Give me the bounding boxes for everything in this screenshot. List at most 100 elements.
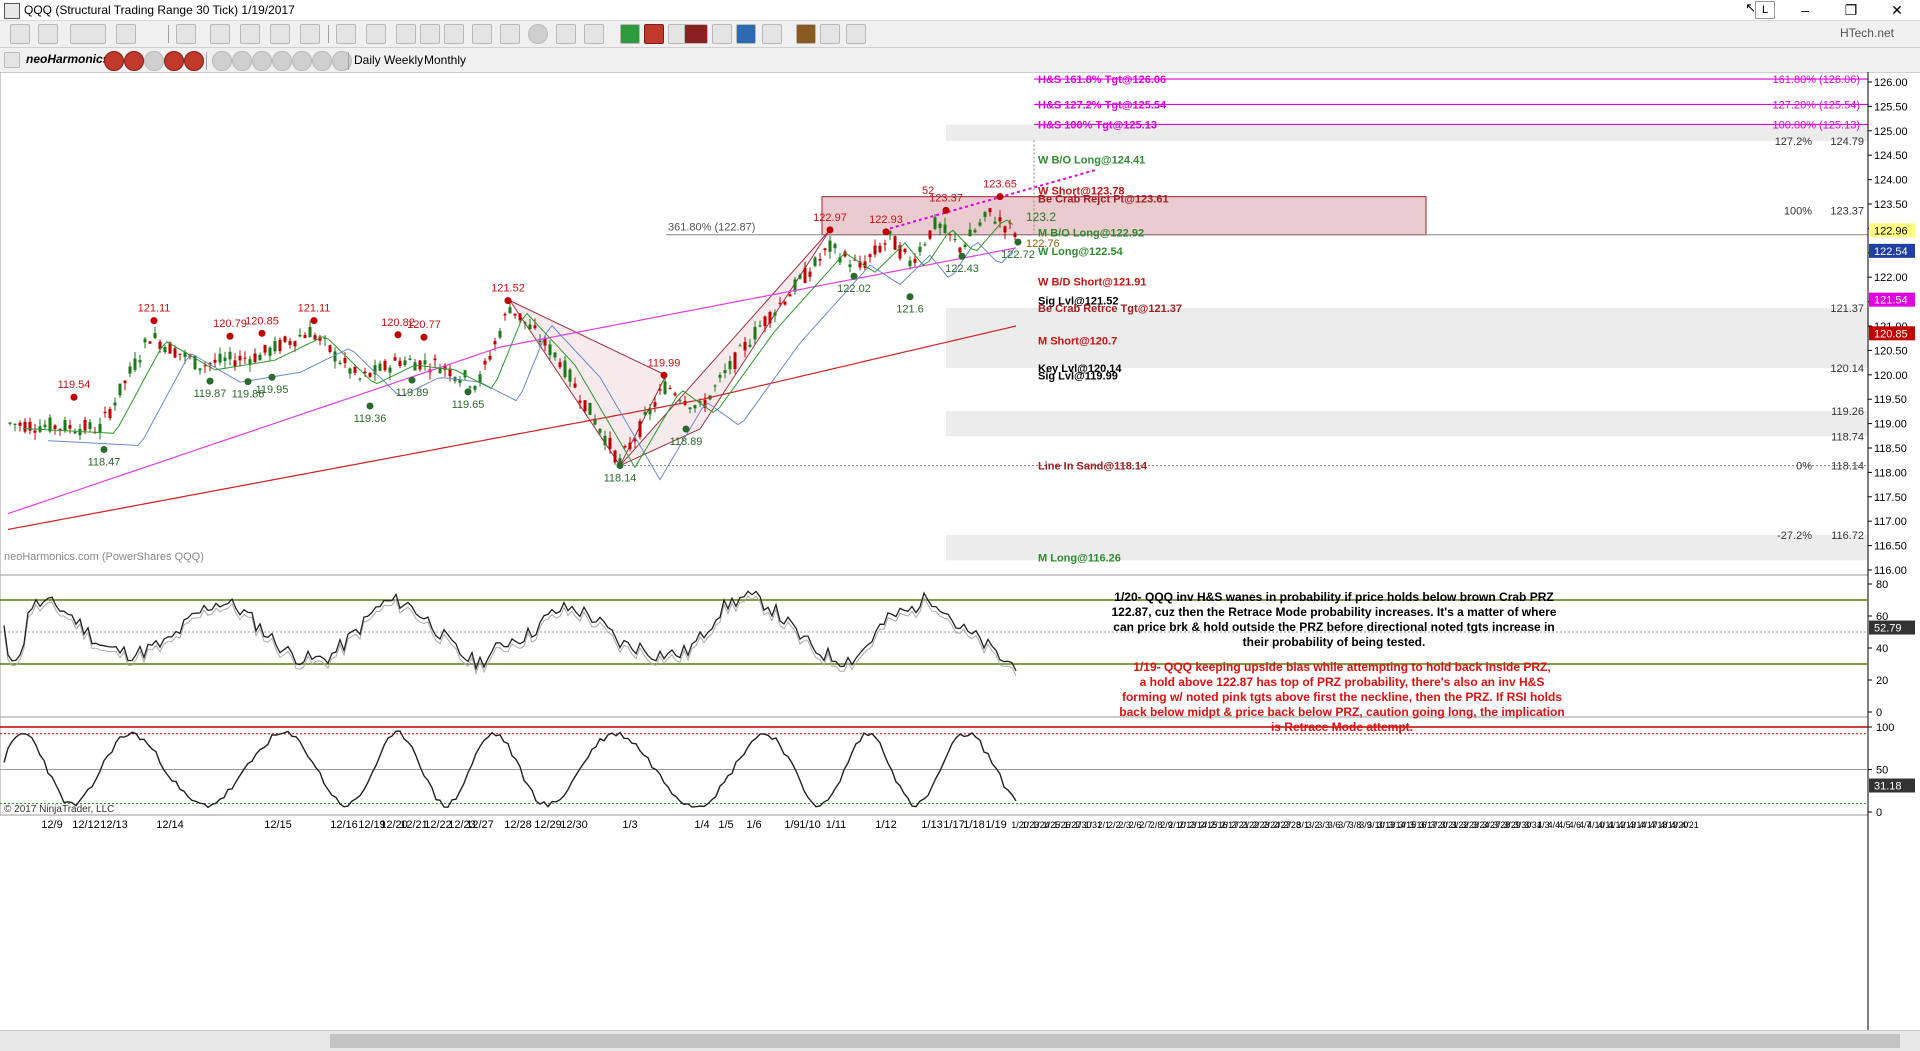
future-date-label: 3/28 (1493, 820, 1511, 830)
strategy-icon[interactable] (736, 24, 756, 44)
candle-body (418, 360, 422, 370)
period-monthly[interactable]: Monthly (424, 53, 467, 67)
pivot-low-label: 119.86 (232, 389, 265, 401)
data-series-button[interactable] (70, 24, 106, 44)
rsi-tick-label: 0 (1876, 707, 1882, 719)
pivot-low-label: 122.02 (837, 283, 871, 295)
future-date-label: 3/2 (1307, 820, 1320, 830)
target-122-76: 122.76 (1026, 238, 1060, 250)
candle-body (978, 222, 982, 226)
ray-icon[interactable] (366, 24, 386, 44)
h-indicator-icon[interactable] (104, 51, 124, 71)
candle-body (423, 360, 427, 365)
account-indicator[interactable]: L (1755, 1, 1775, 19)
future-date-label: 2/8 (1150, 820, 1163, 830)
e2-indicator-icon[interactable] (292, 51, 312, 71)
candle-body (618, 458, 622, 463)
pointer-icon[interactable] (176, 24, 196, 44)
template-icon[interactable] (116, 24, 136, 44)
arrow-up-icon[interactable] (620, 24, 640, 44)
candle-body (338, 362, 342, 364)
back-arrow-icon[interactable]: ↖ (1745, 0, 1756, 15)
print-icon[interactable] (10, 24, 30, 44)
candle-body (678, 400, 682, 402)
arrow-down-icon[interactable] (644, 24, 664, 44)
ellipse-icon[interactable] (528, 24, 548, 44)
price-badge-label: 120.85 (1874, 328, 1908, 340)
future-date-label: 2/1 (1097, 820, 1110, 830)
sma-50-line (47, 241, 1015, 481)
candle-body (388, 367, 392, 373)
scroll-icon[interactable] (240, 24, 260, 44)
properties-icon[interactable] (762, 24, 782, 44)
draw-line-icon[interactable] (336, 24, 356, 44)
stoch-badge-label: 31.18 (1874, 780, 1902, 792)
c-indicator-icon[interactable] (252, 51, 272, 71)
price-badge-label: 122.54 (1874, 246, 1908, 258)
pencil-icon[interactable] (820, 24, 840, 44)
level-label: M B/O Long@122.92 (1038, 227, 1144, 239)
scroll-thumb[interactable] (330, 1034, 1900, 1048)
future-date-label: 3/9 (1359, 820, 1372, 830)
candle-body (533, 325, 537, 329)
candle-body (673, 393, 677, 396)
rectangle-icon[interactable] (556, 24, 576, 44)
period-weekly[interactable]: Weekly (384, 53, 424, 67)
candle-body (133, 358, 137, 370)
date-label: 1/12 (875, 819, 896, 831)
s-indicator-icon[interactable] (164, 51, 184, 71)
candle-body (773, 312, 777, 316)
candle-body (563, 360, 567, 378)
pitchfork-icon[interactable] (472, 24, 492, 44)
eye-icon[interactable] (38, 24, 58, 44)
alert-icon[interactable] (796, 24, 816, 44)
trade-icon[interactable] (684, 24, 708, 44)
fib-icon[interactable] (396, 24, 416, 44)
pivot-low-dot (906, 293, 914, 301)
triangle-icon[interactable] (584, 24, 604, 44)
date-label: 12/22 (424, 819, 452, 831)
candle-body (763, 316, 767, 327)
nav-arrows-icon[interactable] (270, 24, 290, 44)
horizontal-scrollbar[interactable] (0, 1030, 1920, 1051)
period-daily[interactable]: Daily (354, 53, 381, 67)
candle-body (503, 313, 507, 316)
play-icon[interactable] (846, 24, 866, 44)
zoom-icon[interactable] (210, 24, 230, 44)
fib-indicator-icon[interactable] (312, 51, 332, 71)
candle-body (28, 421, 32, 431)
annotation-1-20: 1/20- QQQ inv H&S wanes in probability i… (1111, 590, 1557, 649)
pivot-high-dot (420, 333, 428, 341)
candle-body (548, 344, 552, 356)
a-indicator-icon[interactable] (212, 51, 232, 71)
pivot-low-label: 119.65 (452, 399, 485, 411)
crosshair-icon[interactable] (300, 24, 320, 44)
date-label: 12/21 (400, 819, 428, 831)
regression-icon[interactable] (500, 24, 520, 44)
level-label: Sig Lvl@119.99 (1038, 370, 1118, 382)
future-date-label: 4/3 (1537, 820, 1550, 830)
candle-body (223, 357, 227, 362)
fib-extension-icon[interactable] (420, 24, 440, 44)
restore-icon[interactable]: ❐ (1844, 2, 1858, 18)
fib-value-label: 124.79 (1830, 136, 1864, 148)
h2-indicator-icon[interactable] (332, 51, 352, 71)
candle-body (283, 336, 287, 342)
minimize-icon[interactable]: – (1801, 2, 1809, 18)
dom-icon[interactable] (712, 24, 732, 44)
b-indicator-icon[interactable] (232, 51, 252, 71)
e-indicator-icon[interactable] (124, 51, 144, 71)
htech-tag: HTech.net (1839, 26, 1894, 40)
pivot-high-dot (826, 226, 834, 234)
price-chart[interactable]: 361.80% (122.87) H&S 161.8% Tgt@126.06 H&… (0, 72, 1920, 1030)
two-indicator-icon[interactable] (144, 51, 164, 71)
level-label: Be Crab Rejct Pt@123.61 (1038, 194, 1169, 206)
fib-value-label: 118.74 (1831, 431, 1864, 443)
x-indicator-icon[interactable] (184, 51, 204, 71)
future-date-label: 4/17 (1639, 820, 1657, 830)
text-icon[interactable] (444, 24, 464, 44)
candle-body (298, 334, 302, 337)
d-indicator-icon[interactable] (272, 51, 292, 71)
pivot-high-dot (996, 193, 1004, 201)
close-icon[interactable]: ✕ (1891, 2, 1903, 18)
